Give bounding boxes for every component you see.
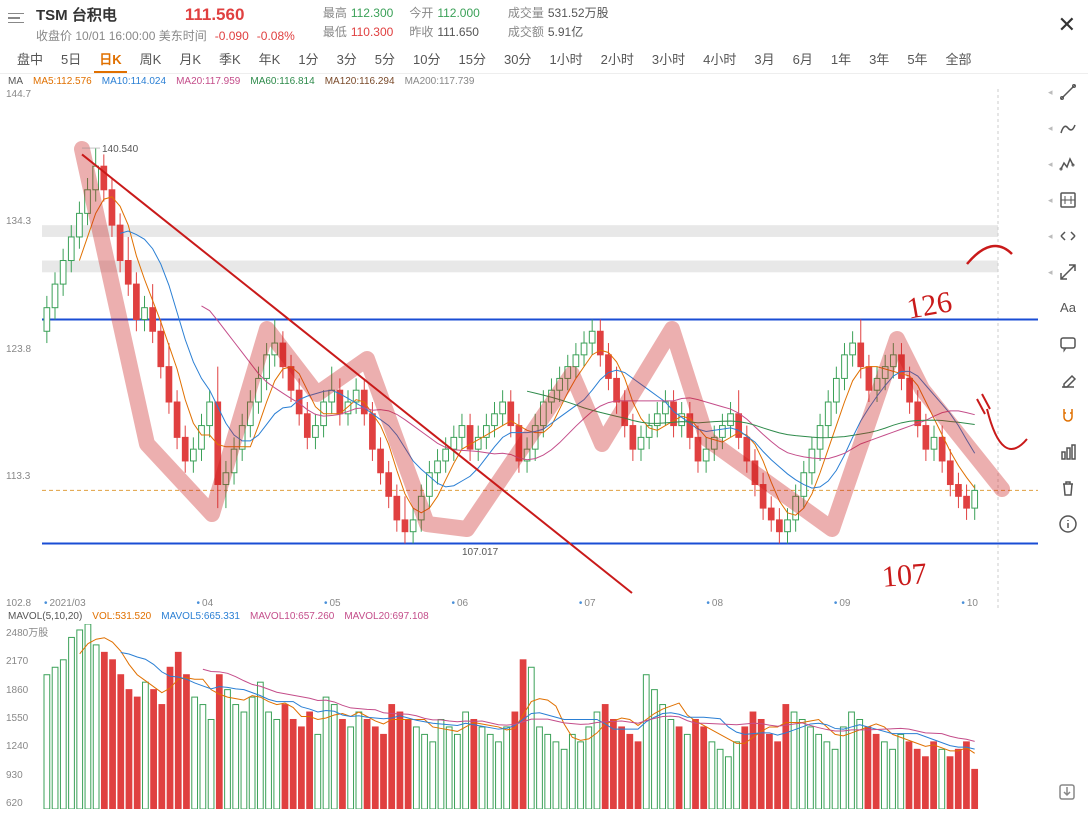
timeframe-3月[interactable]: 3月: [745, 45, 783, 72]
delete-icon[interactable]: [1056, 476, 1080, 500]
close-time-label: 收盘价 10/01 16:00:00 美东时间: [36, 27, 207, 44]
timeframe-1分[interactable]: 1分: [289, 45, 327, 72]
info-icon[interactable]: [1056, 512, 1080, 536]
timeframe-5分[interactable]: 5分: [366, 45, 404, 72]
timeframe-周K[interactable]: 周K: [131, 45, 171, 72]
timeframe-bar: 盘中5日日K周K月K季K年K1分3分5分10分15分30分1小时2小时3小时4小…: [0, 44, 1088, 74]
compare-icon[interactable]: [1056, 440, 1080, 464]
price-y-axis: 144.7134.3123.8113.3102.8: [6, 89, 31, 609]
timeframe-4小时[interactable]: 4小时: [694, 45, 745, 72]
timeframe-5日[interactable]: 5日: [52, 45, 90, 72]
timeframe-日K[interactable]: 日K: [90, 45, 130, 72]
menu-icon[interactable]: [8, 8, 28, 28]
ticker-symbol: TSM 台积电: [36, 4, 117, 25]
pattern-icon[interactable]: ◂: [1056, 152, 1080, 176]
timeframe-月K[interactable]: 月K: [170, 45, 210, 72]
timeframe-5年[interactable]: 5年: [898, 45, 936, 72]
price-x-axis: 2021/0304050607080910: [44, 598, 1038, 609]
timeframe-全部[interactable]: 全部: [937, 45, 981, 72]
timeframe-30分[interactable]: 30分: [495, 45, 540, 72]
expand-icon[interactable]: ◂: [1056, 260, 1080, 284]
vol-legend: MAVOL(5,10,20)VOL:531.520MAVOL5:665.331M…: [0, 609, 1088, 624]
close-icon[interactable]: ✕: [1058, 12, 1076, 38]
timeframe-2小时[interactable]: 2小时: [592, 45, 643, 72]
drawing-icon[interactable]: ◂: [1056, 116, 1080, 140]
current-price: 111.560: [185, 5, 245, 25]
price-chart[interactable]: 140.540 107.017: [42, 89, 1038, 609]
timeframe-1小时[interactable]: 1小时: [540, 45, 591, 72]
magnet-icon[interactable]: [1056, 404, 1080, 428]
annotation-107: 107: [881, 557, 929, 595]
timeframe-3年[interactable]: 3年: [860, 45, 898, 72]
timeframe-3分[interactable]: 3分: [328, 45, 366, 72]
export-icon[interactable]: [1058, 783, 1076, 806]
price-change-pct: -0.08%: [257, 29, 295, 43]
price-change: -0.090: [215, 29, 249, 43]
svg-text:107.017: 107.017: [462, 547, 499, 558]
stats-grid: 最高112.300 今开112.000 最低110.300 昨收111.650: [323, 4, 480, 40]
timeframe-季K[interactable]: 季K: [210, 45, 250, 72]
timeframe-3小时[interactable]: 3小时: [643, 45, 694, 72]
eraser-icon[interactable]: [1056, 368, 1080, 392]
timeframe-15分[interactable]: 15分: [450, 45, 495, 72]
volume-chart[interactable]: [42, 624, 1038, 809]
timeframe-年K[interactable]: 年K: [250, 45, 290, 72]
timeframe-盘中[interactable]: 盘中: [8, 45, 52, 72]
svg-text:Aa: Aa: [1060, 300, 1077, 315]
ma-legend: MAMA5:112.576MA10:114.024MA20:117.959MA6…: [0, 74, 1088, 89]
stats-grid-2: 成交量531.52万股 成交额5.91亿: [508, 4, 625, 40]
text-icon[interactable]: Aa: [1056, 296, 1080, 320]
fullscreen-icon[interactable]: ◂: [1056, 224, 1080, 248]
svg-text:140.540: 140.540: [102, 144, 139, 155]
drawing-toolbar: ◂ ◂ ◂ ◂ ◂ ◂ Aa: [1048, 74, 1088, 536]
line-icon[interactable]: ◂: [1056, 80, 1080, 104]
comment-icon[interactable]: [1056, 332, 1080, 356]
timeframe-10分[interactable]: 10分: [404, 45, 449, 72]
timeframe-1年[interactable]: 1年: [822, 45, 860, 72]
indicators-icon[interactable]: ◂: [1056, 188, 1080, 212]
timeframe-6月[interactable]: 6月: [784, 45, 822, 72]
